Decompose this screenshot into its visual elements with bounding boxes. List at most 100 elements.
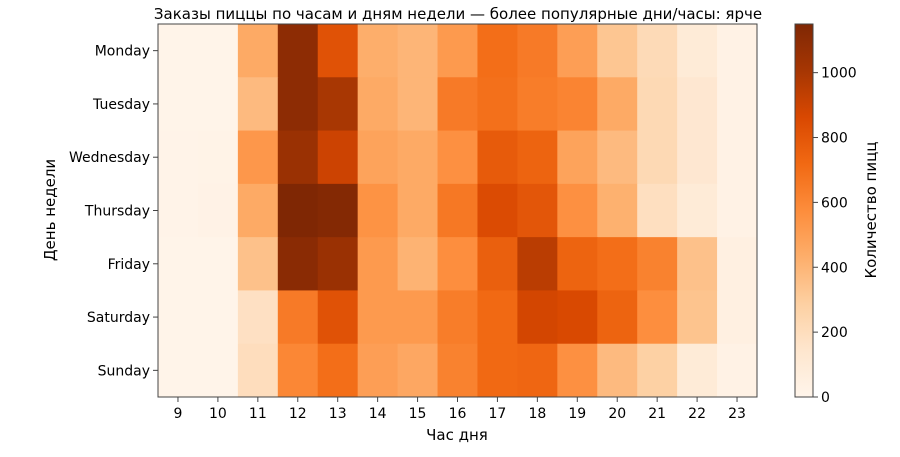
x-tick-label: 23 [728, 406, 746, 422]
x-tick-label: 11 [249, 406, 267, 422]
heatmap-cell [477, 24, 518, 78]
heatmap-cell [317, 237, 359, 291]
x-tick-label: 14 [369, 406, 387, 422]
heatmap-cell [397, 290, 439, 345]
heatmap-cell [517, 77, 558, 132]
heatmap-cell [237, 237, 279, 291]
heatmap-cell [717, 343, 758, 398]
y-tick-label: Friday [108, 257, 150, 273]
heatmap-cell [277, 343, 319, 398]
heatmap-cell [477, 183, 518, 238]
heatmap-cell [637, 237, 678, 291]
heatmap-cell [317, 343, 359, 398]
heatmap-cell [397, 183, 439, 238]
x-tick-label: 18 [528, 406, 546, 422]
heatmap-cell [597, 237, 638, 291]
colorbar-tick-label: 600 [821, 195, 848, 211]
heatmap-cell [677, 343, 718, 398]
heatmap-cell [197, 290, 239, 345]
heatmap-cell [277, 130, 319, 185]
y-axis-label: День недели [41, 159, 59, 261]
colorbar-ticks: 0 200 400 600 800 1000 [813, 66, 857, 406]
heatmap-cell [677, 237, 718, 291]
heatmap-cell [317, 290, 359, 345]
heatmap-cell [397, 130, 439, 185]
heatmap-cell [158, 343, 199, 398]
heatmap-cell [437, 343, 478, 398]
heatmap-cell [717, 24, 758, 78]
heatmap-cell [317, 183, 359, 238]
colorbar-tick-label: 400 [821, 260, 848, 276]
y-tick-label: Monday [95, 44, 150, 60]
heatmap-cell [557, 343, 598, 398]
heatmap-cell [557, 183, 598, 238]
heatmap-cell [277, 237, 319, 291]
heatmap-cell [477, 343, 518, 398]
heatmap-cell [357, 24, 399, 78]
heatmap-cell [597, 343, 638, 398]
colorbar-tick-label: 200 [821, 325, 848, 341]
heatmap-cell [517, 130, 558, 185]
heatmap-cell [197, 237, 239, 291]
y-tick-label: Thursday [84, 204, 150, 220]
heatmap-cell [277, 77, 319, 132]
heatmap-cell [477, 130, 518, 185]
heatmap-cell [317, 24, 359, 78]
y-tick-label: Sunday [98, 363, 150, 379]
heatmap-cell [397, 24, 439, 78]
heatmap-cell [237, 24, 279, 78]
x-tick-label: 12 [289, 406, 307, 422]
x-ticks: 9 10 11 12 13 14 15 16 17 18 19 20 21 22 23 [174, 397, 746, 422]
x-axis-label: Час дня [426, 426, 488, 444]
heatmap-cell [197, 24, 239, 78]
x-tick-label: 20 [608, 406, 626, 422]
heatmap-cell [437, 237, 478, 291]
heatmap-cell [677, 130, 718, 185]
heatmap-cell [158, 24, 199, 78]
heatmap-cell [277, 290, 319, 345]
y-ticks: Monday Tuesday Wednesday Thursday Friday Satu… [69, 44, 158, 379]
heatmap-cell [397, 237, 439, 291]
heatmap-cell [437, 183, 478, 238]
x-tick-label: 17 [489, 406, 507, 422]
x-tick-label: 19 [568, 406, 586, 422]
heatmap-cell [437, 130, 478, 185]
heatmap-cell [517, 343, 558, 398]
heatmap-cell [237, 343, 279, 398]
heatmap-cell [237, 290, 279, 345]
heatmap-cell [237, 183, 279, 238]
heatmap-cell [597, 183, 638, 238]
heatmap-cell [197, 183, 239, 238]
heatmap-cell [517, 237, 558, 291]
heatmap-cell [357, 183, 399, 238]
heatmap-cell [197, 77, 239, 132]
colorbar-label: Количество пицц [862, 142, 880, 279]
x-tick-label: 22 [688, 406, 706, 422]
colorbar [794, 23, 814, 398]
heatmap-cell [517, 183, 558, 238]
heatmap-cell [437, 24, 478, 78]
x-tick-label: 9 [174, 406, 183, 422]
heatmap-cell [717, 130, 758, 185]
heatmap-cell [597, 290, 638, 345]
heatmap-cell [477, 77, 518, 132]
colorbar-tick-label: 0 [821, 390, 830, 406]
heatmap-cell [357, 77, 399, 132]
heatmap-cell [357, 290, 399, 345]
heatmap-cell [437, 290, 478, 345]
heatmap-cell [717, 183, 758, 238]
y-tick-label: Wednesday [69, 150, 150, 166]
x-tick-label: 15 [409, 406, 427, 422]
heatmap-cell [677, 290, 718, 345]
colorbar-tick-label: 1000 [821, 66, 857, 82]
x-tick-label: 16 [449, 406, 467, 422]
heatmap-cell [677, 183, 718, 238]
heatmap-cell [557, 77, 598, 132]
heatmap-cell [477, 290, 518, 345]
heatmap-cell [717, 77, 758, 132]
colorbar-tick-label: 800 [821, 131, 848, 147]
heatmap-cell [637, 290, 678, 345]
heatmap-cell [357, 343, 399, 398]
heatmap-cell [717, 237, 758, 291]
